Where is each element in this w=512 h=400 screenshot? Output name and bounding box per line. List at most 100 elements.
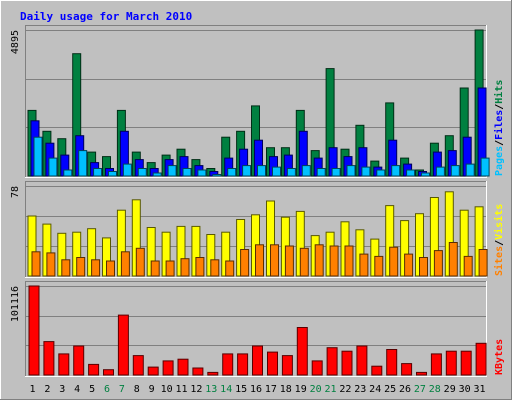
bar-kbytes-day-21 xyxy=(326,347,338,376)
bar-sites-day-23 xyxy=(359,253,369,277)
x-tick-label-day-13: 13 xyxy=(205,384,217,395)
legend: KBytes xyxy=(494,339,505,375)
x-tick-label-day-24: 24 xyxy=(369,384,381,395)
x-tick-label-day-12: 12 xyxy=(190,384,202,395)
x-tick-label-day-10: 10 xyxy=(161,384,173,395)
bar-pages-day-25 xyxy=(391,165,401,177)
bar-pages-day-17 xyxy=(272,166,281,177)
bar-kbytes-day-22 xyxy=(341,350,353,376)
svg-text:Pages/Files/Hits: Pages/Files/Hits xyxy=(493,80,505,176)
bar-pages-day-12 xyxy=(197,169,207,177)
svg-text:KBytes: KBytes xyxy=(494,339,505,375)
bar-kbytes-day-9 xyxy=(147,366,159,376)
x-tick-label-day-4: 4 xyxy=(74,384,80,395)
bar-pages-day-8 xyxy=(137,168,147,177)
legend-item-hits: Hits xyxy=(493,80,505,104)
x-tick-label-day-30: 30 xyxy=(459,384,471,395)
bar-sites-day-3 xyxy=(61,259,71,277)
bar-sites-day-17 xyxy=(270,244,279,277)
bar-sites-day-15 xyxy=(240,249,250,277)
bar-pages-day-13 xyxy=(212,174,222,177)
bar-sites-day-29 xyxy=(448,242,458,277)
bar-sites-day-25 xyxy=(389,246,399,277)
x-tick-label-day-28: 28 xyxy=(429,384,441,395)
bar-kbytes-day-3 xyxy=(58,353,70,376)
bar-kbytes-day-8 xyxy=(132,355,144,376)
x-tick-label-day-25: 25 xyxy=(384,384,396,395)
bar-sites-day-1 xyxy=(31,251,41,277)
bar-pages-day-16 xyxy=(257,165,266,177)
x-tick-label-day-22: 22 xyxy=(339,384,351,395)
bar-kbytes-day-7 xyxy=(117,314,129,376)
bar-kbytes-day-26 xyxy=(401,363,413,376)
x-tick-label-day-16: 16 xyxy=(250,384,262,395)
bar-sites-day-11 xyxy=(180,258,190,277)
bar-sites-day-21 xyxy=(329,245,339,277)
x-tick-label-day-11: 11 xyxy=(175,384,187,395)
x-tick-label-day-26: 26 xyxy=(399,384,411,395)
bar-pages-day-7 xyxy=(122,163,132,177)
bar-sites-day-8 xyxy=(135,247,145,277)
bar-kbytes-day-10 xyxy=(162,360,174,376)
bar-pages-day-5 xyxy=(93,168,103,177)
x-tick-label-day-31: 31 xyxy=(473,384,485,395)
bar-sites-day-10 xyxy=(165,260,175,277)
bar-sites-day-26 xyxy=(404,253,414,277)
bar-sites-day-9 xyxy=(150,260,160,277)
bar-sites-day-12 xyxy=(195,257,205,277)
chart-title: Daily usage for March 2010 xyxy=(20,10,192,23)
x-tick-label-day-7: 7 xyxy=(119,384,125,395)
legend: Sites/Visits xyxy=(493,204,505,276)
bar-kbytes-day-19 xyxy=(296,327,308,376)
bar-kbytes-day-1 xyxy=(28,285,40,376)
bar-kbytes-day-12 xyxy=(192,367,204,376)
bar-kbytes-day-27 xyxy=(416,371,427,376)
legend-item-pages: Pages xyxy=(494,146,505,176)
panel-1: 4895 Pages/Files/Hits xyxy=(10,25,505,178)
bar-kbytes-day-14 xyxy=(222,353,234,376)
x-tick-label-day-20: 20 xyxy=(310,384,322,395)
bar-sites-day-13 xyxy=(210,259,220,277)
bar-pages-day-18 xyxy=(286,168,296,177)
bar-pages-day-29 xyxy=(450,165,460,177)
bar-pages-day-10 xyxy=(167,165,177,177)
x-tick-label-day-1: 1 xyxy=(29,384,35,395)
bar-kbytes-day-28 xyxy=(430,353,442,376)
legend-item-sites: Sites xyxy=(493,246,505,276)
bar-sites-day-31 xyxy=(478,249,488,277)
bar-pages-day-24 xyxy=(376,169,386,177)
bar-kbytes-day-29 xyxy=(445,350,457,376)
legend: Pages/Files/Hits xyxy=(493,80,505,176)
bar-pages-day-26 xyxy=(406,169,416,177)
bar-pages-day-22 xyxy=(346,165,356,177)
x-tick-label-day-27: 27 xyxy=(414,384,426,395)
bar-pages-day-20 xyxy=(316,168,326,177)
bar-kbytes-day-2 xyxy=(43,341,55,376)
bar-kbytes-day-4 xyxy=(73,345,85,376)
bar-pages-day-11 xyxy=(182,168,192,177)
x-tick-label-day-6: 6 xyxy=(104,384,110,395)
bar-sites-day-4 xyxy=(76,257,86,277)
x-tick-label-day-17: 17 xyxy=(265,384,277,395)
x-tick-label-day-15: 15 xyxy=(235,384,247,395)
x-tick-label-day-5: 5 xyxy=(89,384,95,395)
bar-pages-day-15 xyxy=(242,165,252,177)
legend-item-kbytes: KBytes xyxy=(494,339,505,375)
x-tick-label-day-18: 18 xyxy=(280,384,292,395)
bar-sites-day-20 xyxy=(314,244,324,277)
bar-kbytes-day-30 xyxy=(460,350,472,376)
bar-pages-day-1 xyxy=(33,136,43,177)
bar-kbytes-day-6 xyxy=(103,369,114,376)
bar-kbytes-day-20 xyxy=(311,360,323,376)
x-tick-label-day-23: 23 xyxy=(354,384,366,395)
bar-sites-day-30 xyxy=(463,255,473,277)
bar-pages-day-6 xyxy=(108,171,117,177)
x-axis: 1 2 3 4 5 6 7 8 9 10 11 12 13 14 15 16 17 18 19 20 21 22 23 24 2… xyxy=(29,384,485,395)
bar-sites-day-24 xyxy=(374,255,384,277)
bar-pages-day-28 xyxy=(435,166,445,177)
bar-pages-day-27 xyxy=(421,172,430,177)
bar-pages-day-21 xyxy=(331,168,341,177)
x-tick-label-day-29: 29 xyxy=(444,384,456,395)
